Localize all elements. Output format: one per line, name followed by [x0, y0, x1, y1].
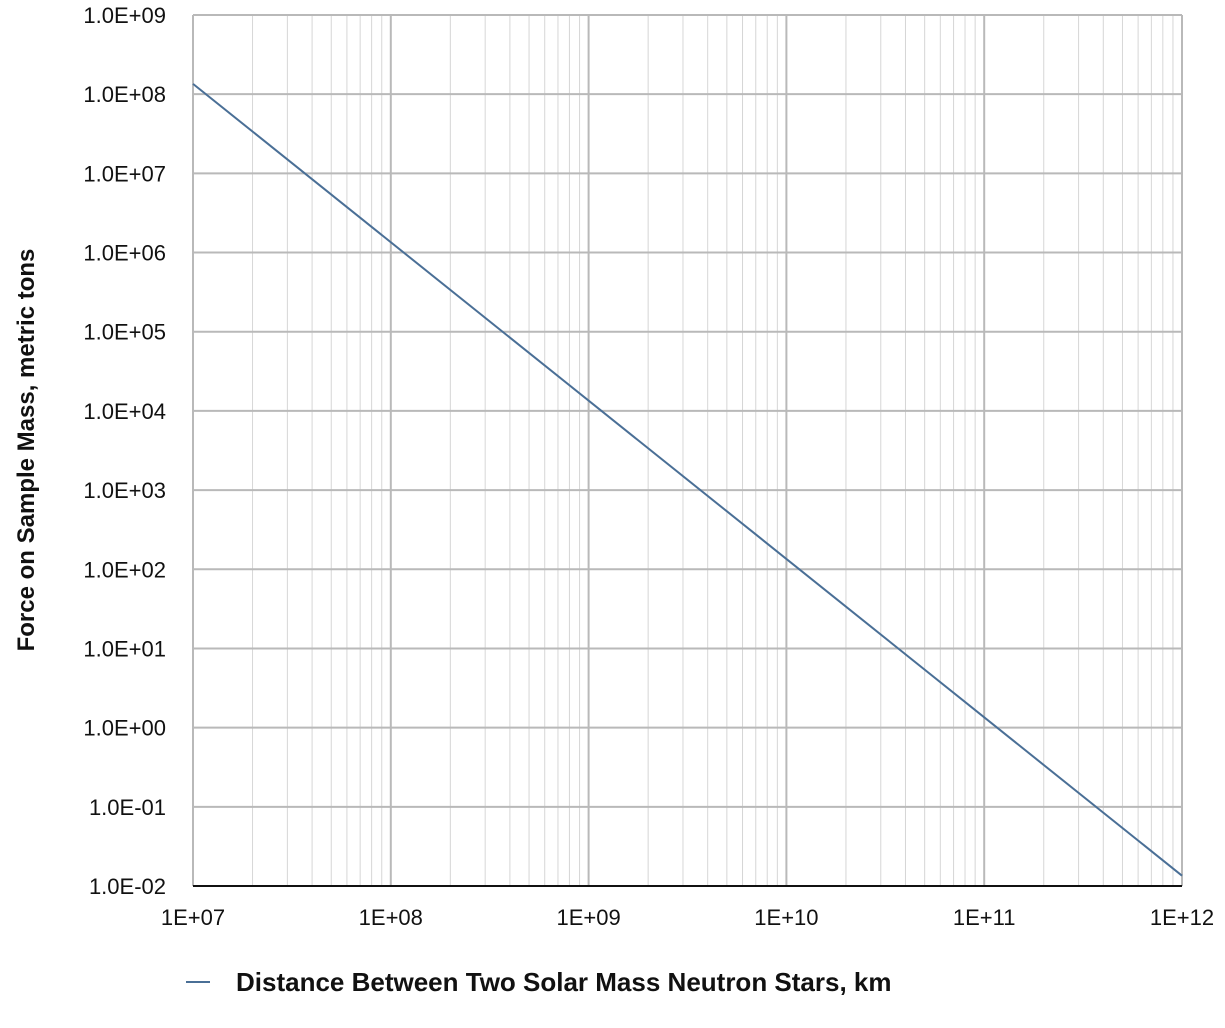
x-tick-label: 1E+10: [754, 905, 818, 930]
minor-gridlines: [252, 15, 1174, 886]
y-tick-label: 1.0E+06: [83, 241, 166, 266]
legend-label: Distance Between Two Solar Mass Neutron …: [236, 967, 891, 997]
y-tick-label: 1.0E+05: [83, 320, 166, 345]
y-tick-label: 1.0E+08: [83, 82, 166, 107]
x-tick-label: 1E+11: [953, 905, 1016, 930]
y-tick-label: 1.0E+02: [83, 557, 166, 582]
series-layer: [192, 83, 1183, 877]
y-tick-label: 1.0E+00: [83, 716, 166, 741]
y-tick-label: 1.0E-01: [89, 795, 166, 820]
y-tick-label: 1.0E+04: [83, 399, 166, 424]
y-tick-label: 1.0E+01: [83, 636, 166, 661]
x-tick-label: 1E+12: [1150, 905, 1214, 930]
y-tick-labels: 1.0E-02 1.0E-01 1.0E+00 1.0E+01 1.0E+02 1.0E+…: [83, 3, 166, 899]
y-tick-label: 1.0E+03: [83, 478, 166, 503]
x-tick-label: 1E+08: [359, 905, 423, 930]
x-tick-label: 1E+07: [161, 905, 225, 930]
legend: Distance Between Two Solar Mass Neutron …: [186, 967, 891, 997]
major-gridlines: [192, 14, 1183, 887]
y-axis-label: Force on Sample Mass, metric tons: [13, 249, 40, 652]
y-tick-label: 1.0E-02: [89, 874, 166, 899]
x-tick-labels: 1E+07 1E+08 1E+09 1E+10 1E+11 1E+12: [161, 905, 1214, 930]
x-tick-label: 1E+09: [556, 905, 620, 930]
y-tick-label: 1.0E+07: [83, 161, 166, 186]
series-line-0: [192, 83, 1183, 877]
y-tick-label: 1.0E+09: [83, 3, 166, 28]
